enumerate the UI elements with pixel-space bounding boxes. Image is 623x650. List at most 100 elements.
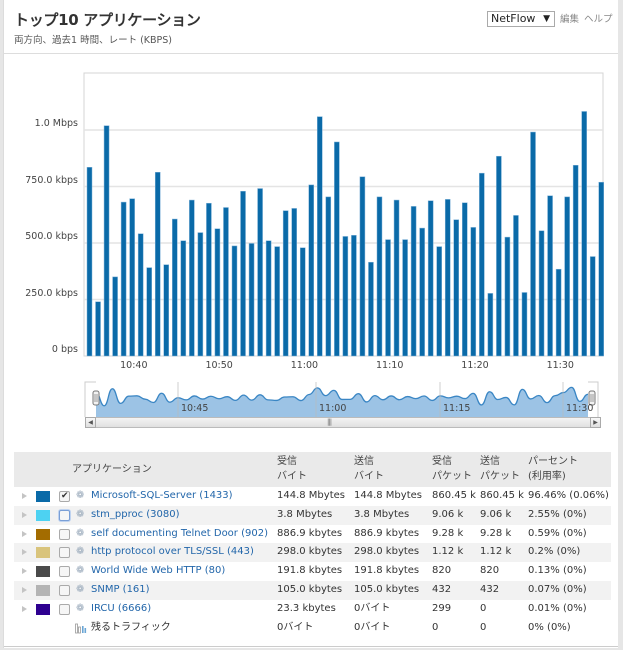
application-link[interactable]: self documenting Telnet Door (902)	[91, 527, 268, 539]
bar[interactable]	[137, 233, 144, 357]
bar[interactable]	[172, 218, 178, 357]
bar[interactable]	[547, 195, 553, 357]
bar[interactable]	[513, 215, 519, 357]
expand-row-icon[interactable]	[22, 568, 27, 575]
bar[interactable]	[427, 200, 434, 357]
edit-link[interactable]: 編集	[560, 14, 580, 25]
bar[interactable]	[410, 206, 417, 357]
application-link[interactable]: World Wide Web HTTP (80)	[91, 565, 226, 577]
bar[interactable]	[479, 172, 485, 357]
time-navigator[interactable]: 10:45 11:00 11:15 11:30	[4, 378, 618, 433]
bar[interactable]	[248, 243, 255, 357]
bar-chart-svg	[83, 72, 604, 357]
help-link[interactable]: ヘルプ	[584, 14, 613, 25]
bar[interactable]	[299, 247, 306, 357]
bar[interactable]	[146, 267, 152, 357]
bar[interactable]	[444, 199, 451, 357]
bar[interactable]	[351, 235, 357, 357]
bar[interactable]	[453, 219, 459, 357]
bar[interactable]	[572, 165, 579, 357]
flow-source-select[interactable]: NetFlow ▼	[487, 11, 555, 27]
expand-row-icon[interactable]	[22, 530, 27, 537]
scroll-right-button[interactable]: ▶	[590, 417, 601, 428]
col-percent[interactable]: パーセント (利用率)	[528, 454, 578, 484]
bar[interactable]	[214, 228, 221, 357]
bar[interactable]	[385, 239, 391, 357]
bar[interactable]	[598, 181, 604, 357]
bar[interactable]	[581, 111, 587, 357]
bar[interactable]	[103, 125, 110, 357]
row-checkbox[interactable]	[59, 509, 70, 521]
bar[interactable]	[487, 293, 494, 357]
bar[interactable]	[180, 240, 187, 357]
bar[interactable]	[419, 227, 425, 357]
expand-row-icon[interactable]	[22, 549, 27, 556]
application-link[interactable]: http protocol over TLS/SSL (443)	[91, 546, 254, 558]
bar[interactable]	[462, 202, 468, 357]
bar[interactable]	[359, 176, 366, 357]
application-link[interactable]: IRCU (6666)	[91, 602, 152, 614]
bar[interactable]	[325, 196, 332, 357]
bar[interactable]	[402, 239, 408, 357]
bar[interactable]	[163, 264, 170, 357]
bar[interactable]	[231, 245, 238, 357]
bar[interactable]	[334, 141, 340, 357]
expand-row-icon[interactable]	[22, 586, 27, 593]
bar[interactable]	[470, 227, 477, 357]
bar[interactable]	[496, 155, 502, 357]
application-link[interactable]: SNMP (161)	[91, 583, 150, 595]
scroll-left-button[interactable]: ◀	[85, 417, 96, 428]
bar[interactable]	[555, 268, 562, 357]
bar[interactable]	[282, 210, 289, 357]
bar[interactable]	[86, 167, 93, 357]
row-checkbox[interactable]	[59, 528, 70, 540]
bar[interactable]	[206, 202, 212, 357]
bar[interactable]	[368, 261, 374, 357]
application-link[interactable]: stm_pproc (3080)	[91, 508, 180, 520]
row-checkbox[interactable]	[59, 566, 70, 578]
bar[interactable]	[436, 246, 442, 357]
bar[interactable]	[589, 256, 596, 357]
bar[interactable]	[308, 184, 315, 357]
row-checkbox[interactable]	[59, 584, 70, 596]
bar[interactable]	[112, 276, 118, 357]
bar[interactable]	[393, 199, 400, 357]
bar[interactable]	[189, 199, 195, 357]
bar[interactable]	[504, 236, 511, 357]
bar[interactable]	[530, 131, 536, 357]
col-tx-packets[interactable]: 送信 パケット	[480, 454, 520, 484]
bar[interactable]	[95, 301, 101, 357]
bar[interactable]	[240, 190, 246, 357]
bar[interactable]	[197, 232, 204, 357]
expand-row-icon[interactable]	[22, 511, 27, 518]
navigator-right-handle[interactable]	[588, 390, 596, 406]
bar[interactable]	[257, 188, 263, 357]
bar[interactable]	[274, 246, 280, 357]
expand-row-icon[interactable]	[22, 605, 27, 612]
row-checkbox[interactable]	[59, 603, 70, 615]
col-application[interactable]: アプリケーション	[72, 464, 152, 475]
col-rx-bytes[interactable]: 受信 バイト	[277, 454, 307, 484]
col-tx-bytes[interactable]: 送信 バイト	[354, 454, 384, 484]
col-rx-packets[interactable]: 受信 パケット	[432, 454, 472, 484]
scrollbar-grip-icon[interactable]: |||	[327, 418, 332, 426]
bar[interactable]	[376, 196, 383, 357]
bar[interactable]	[564, 196, 570, 357]
navigator-scrollbar[interactable]: ◀ ||| ▶	[85, 417, 601, 428]
application-link[interactable]: Microsoft-SQL-Server (1433)	[91, 490, 233, 501]
bar[interactable]	[291, 208, 297, 357]
bar[interactable]	[265, 240, 272, 357]
bar[interactable]	[154, 172, 161, 357]
bar[interactable]	[342, 236, 349, 357]
bar[interactable]	[120, 201, 127, 357]
navigator-left-handle[interactable]	[92, 390, 100, 406]
expand-row-icon[interactable]	[22, 493, 27, 499]
row-checkbox[interactable]	[59, 547, 70, 559]
bar[interactable]	[129, 198, 135, 357]
bar[interactable]	[223, 207, 229, 357]
bar[interactable]	[521, 292, 528, 357]
bar[interactable]	[317, 116, 323, 357]
row-checkbox[interactable]: ✔	[59, 491, 70, 502]
bar[interactable]	[538, 230, 545, 357]
rx-bytes: 23.3 kbytes	[277, 602, 336, 614]
